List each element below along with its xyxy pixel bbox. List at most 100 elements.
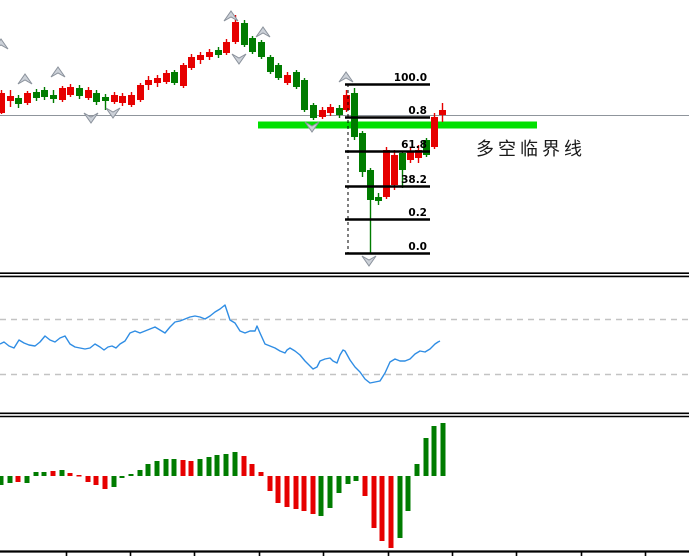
candle: [232, 22, 239, 42]
critical-line[interactable]: [258, 121, 537, 129]
histogram-bar: [423, 438, 429, 476]
candle: [111, 95, 118, 102]
candle: [33, 92, 40, 98]
candle: [223, 42, 230, 53]
histogram-bar: [431, 426, 437, 476]
histogram-bar: [24, 476, 30, 483]
histogram-bar: [111, 476, 117, 487]
fractal-down-arrow-icon: [231, 53, 247, 65]
candle: [137, 85, 144, 100]
candle: [319, 110, 326, 117]
histogram-bar: [310, 476, 316, 514]
histogram-bar: [293, 476, 299, 509]
fractal-down-arrow-icon: [105, 107, 121, 119]
candle: [375, 197, 382, 201]
histogram-bar: [188, 461, 194, 476]
candle: [171, 72, 178, 83]
histogram-bar: [284, 476, 290, 507]
histogram-bar: [15, 476, 21, 482]
histogram-bar: [180, 460, 186, 476]
fib-level-label: 0.8: [408, 105, 427, 117]
candle: [102, 97, 109, 101]
histogram-bar: [93, 476, 99, 485]
fib-level-label: 38.2: [401, 174, 427, 186]
histogram-bar: [163, 459, 169, 476]
histogram-bar: [7, 476, 13, 483]
histogram-bar: [249, 464, 255, 476]
critical-line-annotation: 多空临界线: [476, 139, 586, 160]
histogram-bar: [232, 452, 238, 476]
candle: [24, 93, 31, 103]
histogram-bar: [223, 454, 229, 476]
histogram-bar: [353, 476, 359, 481]
candle: [163, 73, 170, 82]
histogram-bar: [50, 471, 56, 476]
histogram-bar: [33, 472, 39, 476]
histogram-bar: [0, 476, 4, 485]
histogram-bar: [267, 476, 273, 491]
histogram-bar: [405, 476, 411, 511]
candle: [399, 153, 406, 170]
histogram-bar: [145, 464, 151, 476]
candle: [301, 80, 308, 110]
candle: [93, 93, 100, 102]
histogram-bar: [59, 470, 65, 476]
candle: [85, 90, 92, 98]
histogram-bar: [414, 464, 420, 476]
candle: [215, 50, 222, 55]
candle: [0, 93, 5, 113]
oscillator-line: [0, 304, 441, 384]
histogram-bar: [137, 470, 143, 476]
histogram-bar: [440, 423, 446, 476]
fractal-up-arrow-icon: [223, 10, 239, 22]
candle: [407, 152, 414, 160]
candle: [439, 110, 446, 115]
fractal-up-arrow-icon: [50, 66, 66, 78]
histogram-bar: [85, 476, 91, 482]
fractal-down-arrow-icon: [361, 255, 377, 267]
fib-level-label: 61.8: [401, 139, 427, 151]
histogram-bar: [41, 472, 47, 476]
histogram-bar: [258, 472, 264, 476]
histogram-bar: [327, 476, 333, 508]
fractal-up-arrow-icon: [0, 38, 9, 50]
histogram-bar: [241, 456, 247, 476]
candle: [50, 95, 57, 99]
histogram-bar: [206, 457, 212, 476]
histogram-bar: [336, 476, 342, 493]
fractal-up-arrow-icon: [338, 71, 354, 83]
fib-level-label: 0.0: [408, 241, 427, 253]
histogram-bar: [362, 476, 368, 496]
candle: [327, 107, 334, 113]
candle: [241, 23, 248, 45]
candle: [336, 108, 343, 115]
candle: [154, 78, 161, 83]
candle: [351, 93, 358, 137]
histogram-bar: [214, 455, 220, 476]
histogram-bar: [371, 476, 377, 528]
candle: [415, 150, 422, 158]
candle: [197, 55, 204, 60]
histogram-bar: [76, 475, 82, 477]
candle: [7, 96, 14, 101]
histogram-bar: [379, 476, 385, 541]
candle: [128, 95, 135, 105]
histogram-bar: [275, 476, 281, 503]
candle: [145, 80, 152, 85]
histogram-bar: [171, 459, 177, 476]
candle: [293, 72, 300, 87]
histogram-bar: [102, 476, 108, 489]
fib-level-label: 0.2: [408, 207, 427, 219]
candle: [275, 65, 282, 78]
candle: [180, 65, 187, 86]
candle: [15, 98, 22, 104]
histogram-bar: [318, 476, 324, 516]
candle: [343, 95, 350, 110]
histogram-bar: [301, 476, 307, 511]
histogram-bar: [345, 476, 351, 484]
fractal-down-arrow-icon: [83, 112, 99, 124]
candle: [59, 88, 66, 100]
candle: [67, 87, 74, 95]
